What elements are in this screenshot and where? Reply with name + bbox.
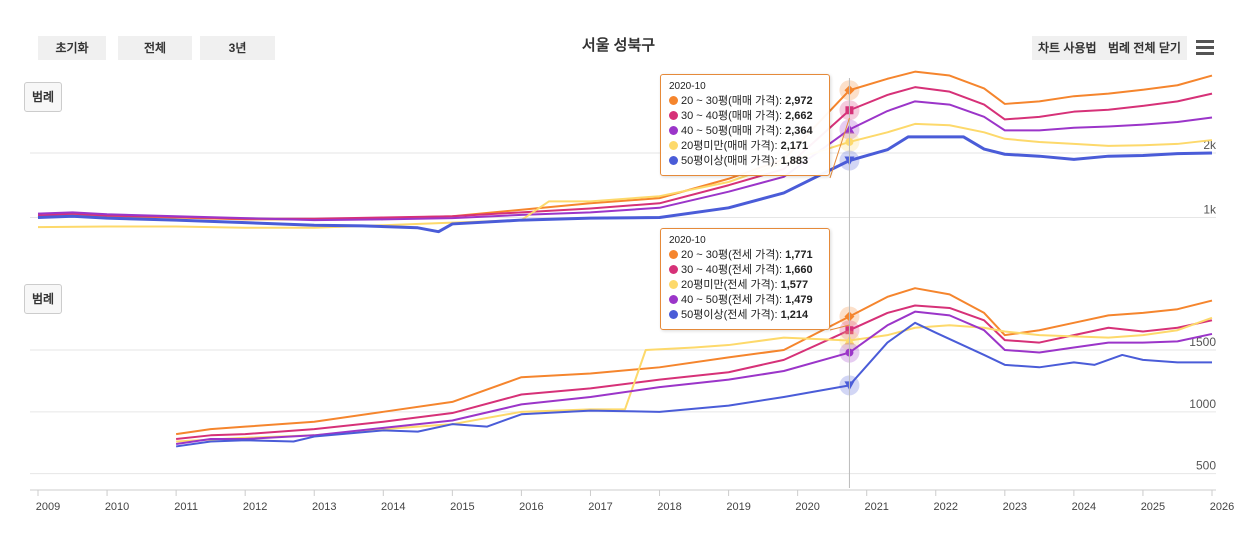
- x-tick-label: 2012: [243, 501, 267, 513]
- tooltip-value: 1,660: [785, 264, 813, 276]
- tooltip-label: 20 ~ 30평(매매 가격):: [681, 95, 786, 107]
- legend-button-jeonse[interactable]: 범례: [24, 284, 62, 314]
- y-tick-label: 1000: [1189, 397, 1216, 411]
- series-dot-icon: [669, 280, 678, 289]
- series-dot-icon: [669, 295, 678, 304]
- x-tick-label: 2022: [934, 501, 958, 513]
- all-period-button[interactable]: 전체: [118, 36, 192, 60]
- tooltip-row: 50평이상(매매 가격): 1,883: [669, 154, 821, 169]
- series-line-g20_30: [37, 70, 1213, 221]
- x-tick-label: 2019: [726, 501, 750, 513]
- legend-button-sale[interactable]: 범례: [24, 82, 62, 112]
- x-tick-label: 2009: [36, 501, 60, 513]
- x-tick-label: 2015: [450, 501, 474, 513]
- x-tick-label: 2024: [1072, 501, 1096, 513]
- x-tick-label: 2020: [795, 501, 819, 513]
- series-line-g_under20: [176, 316, 1213, 443]
- tooltip-value: 1,883: [780, 155, 809, 167]
- x-tick-label: 2013: [312, 501, 336, 513]
- tooltip-value: 2,364: [785, 125, 813, 137]
- series-line-g_under20: [37, 122, 1213, 229]
- tooltip-value: 2,171: [780, 140, 809, 152]
- tooltip-row: 50평이상(전세 가격): 1,214: [669, 308, 821, 323]
- tooltip-label: 30 ~ 40평(매매 가격):: [681, 110, 786, 122]
- tooltip-row: 30 ~ 40평(매매 가격): 2,662: [669, 109, 821, 124]
- x-tick-label: 2018: [657, 501, 681, 513]
- y-tick-label: 1k: [1203, 202, 1217, 216]
- tooltip-date: 2020-10: [669, 235, 706, 246]
- series-dot-icon: [669, 265, 678, 274]
- tooltip-value: 2,972: [785, 95, 813, 107]
- tooltip-connector: [829, 117, 850, 179]
- series-dot-icon: [669, 310, 678, 319]
- x-tick-label: 2023: [1003, 501, 1027, 513]
- hamburger-menu-icon[interactable]: [1196, 40, 1214, 56]
- tooltip-row: 20 ~ 30평(전세 가격): 1,771: [669, 248, 821, 263]
- series-dot-icon: [669, 156, 678, 165]
- tooltip-connector: [829, 324, 850, 331]
- x-tick-label: 2021: [864, 501, 888, 513]
- x-tick-label: 2014: [381, 501, 405, 513]
- series-dot-icon: [669, 126, 678, 135]
- series-line-g_over50: [37, 135, 1213, 234]
- tooltip-label: 20평미만(매매 가격):: [681, 140, 781, 152]
- tooltip-label: 30 ~ 40평(전세 가격):: [681, 264, 786, 276]
- tooltip-value: 1,214: [780, 309, 809, 321]
- tooltip-row: 20평미만(전세 가격): 1,577: [669, 278, 821, 293]
- x-tick-label: 2016: [519, 501, 543, 513]
- chart-guide-button[interactable]: 차트 사용법: [1032, 36, 1103, 60]
- y-tick-label: 1500: [1189, 335, 1216, 349]
- series-line-g40_50: [175, 310, 1213, 445]
- series-dot-icon: [669, 111, 678, 120]
- tooltip-value: 1,577: [780, 279, 809, 291]
- tooltip-sale: 2020-10 20 ~ 30평(매매 가격): 2,972 30 ~ 40평(매…: [660, 74, 830, 176]
- tooltip-jeonse: 2020-10 20 ~ 30평(전세 가격): 1,771 30 ~ 40평(전…: [660, 228, 830, 330]
- tooltip-label: 20평미만(전세 가격):: [681, 279, 781, 291]
- y-tick-label: 500: [1196, 459, 1216, 473]
- x-tick-label: 2025: [1141, 501, 1165, 513]
- tooltip-label: 40 ~ 50평(전세 가격):: [681, 294, 786, 306]
- reset-button[interactable]: 초기화: [38, 36, 106, 60]
- series-dot-icon: [669, 141, 678, 150]
- x-tick-label: 2026: [1210, 501, 1234, 513]
- tooltip-row: 40 ~ 50평(전세 가격): 1,479: [669, 293, 821, 308]
- tooltip-label: 50평이상(전세 가격):: [681, 309, 781, 321]
- tooltip-label: 40 ~ 50평(매매 가격):: [681, 125, 786, 137]
- series-line-g40_50: [37, 100, 1213, 222]
- tooltip-row: 20평미만(매매 가격): 2,171: [669, 139, 821, 154]
- x-tick-label: 2010: [105, 501, 129, 513]
- tooltip-row: 40 ~ 50평(매매 가격): 2,364: [669, 124, 821, 139]
- series-dot-icon: [669, 96, 678, 105]
- x-tick-label: 2011: [174, 501, 198, 513]
- tooltip-label: 20 ~ 30평(전세 가격):: [681, 249, 786, 261]
- tooltip-value: 1,479: [785, 294, 813, 306]
- tooltip-value: 2,662: [785, 110, 813, 122]
- tooltip-row: 20 ~ 30평(매매 가격): 2,972: [669, 94, 821, 109]
- three-year-button[interactable]: 3년: [200, 36, 275, 60]
- series-dot-icon: [669, 250, 678, 259]
- tooltip-date: 2020-10: [669, 81, 706, 92]
- series-line-g_over50: [175, 321, 1212, 448]
- x-tick-label: 2017: [588, 501, 612, 513]
- close-all-legends-button[interactable]: 범례 전체 닫기: [1102, 36, 1187, 60]
- tooltip-label: 50평이상(매매 가격):: [681, 155, 781, 167]
- tooltip-value: 1,771: [785, 249, 813, 261]
- tooltip-row: 30 ~ 40평(전세 가격): 1,660: [669, 263, 821, 278]
